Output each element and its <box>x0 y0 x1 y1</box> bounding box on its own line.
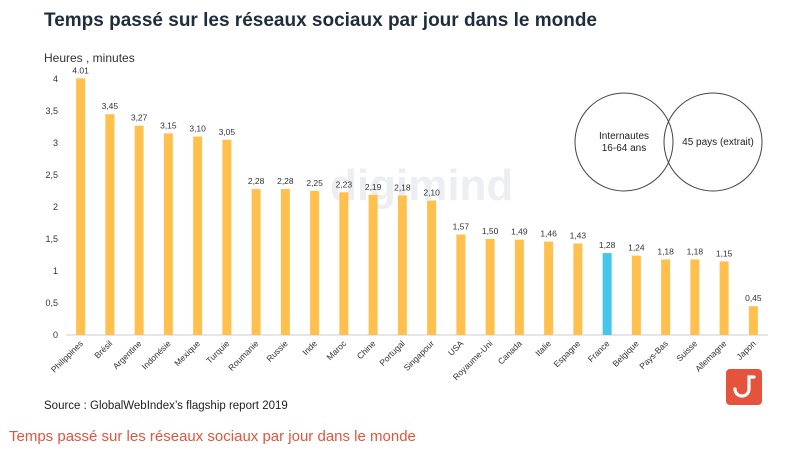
value-label: 3,15 <box>160 120 177 130</box>
bar <box>427 200 437 335</box>
bar <box>661 259 671 335</box>
category-label: Italie <box>533 338 553 358</box>
category-label: Canada <box>496 338 524 366</box>
value-label: 2,25 <box>306 178 323 188</box>
category-label: France <box>586 338 612 364</box>
category-label: Brésil <box>92 338 114 360</box>
value-label: 3,10 <box>189 124 206 134</box>
bar <box>280 189 290 335</box>
category-label: Inde <box>300 338 319 357</box>
value-label: 3,45 <box>102 101 119 111</box>
bar <box>514 239 524 335</box>
category-label: Philippines <box>49 338 85 374</box>
value-label: 1,43 <box>570 230 587 240</box>
bar <box>76 78 86 336</box>
value-label: 2,18 <box>394 182 411 192</box>
value-label: 1,24 <box>628 243 645 253</box>
value-label: 2,28 <box>248 176 265 186</box>
value-label: 2,10 <box>423 188 440 198</box>
chart-title: Temps passé sur les réseaux sociaux par … <box>44 10 597 31</box>
venn-right-text: 45 pays (extrait) <box>682 137 754 148</box>
bar <box>748 306 758 335</box>
bar <box>573 243 583 335</box>
value-label: 2,23 <box>336 179 353 189</box>
bar <box>163 133 173 335</box>
category-label: Japon <box>734 338 758 362</box>
bar <box>134 125 144 335</box>
bar <box>690 259 700 335</box>
venn-left-line2: 16-64 ans <box>602 143 646 154</box>
value-label: 0,45 <box>745 293 762 303</box>
category-label: Chine <box>355 338 378 361</box>
y-tick-label: 0,5 <box>45 298 58 308</box>
logo-glyph-icon <box>733 375 756 398</box>
value-label: 1,49 <box>511 227 528 237</box>
venn-circle-left <box>574 92 674 192</box>
bar <box>368 194 378 335</box>
bar <box>105 114 115 335</box>
category-label: Indonésie <box>140 338 173 371</box>
value-label: 1,50 <box>482 226 499 236</box>
value-label: 1,57 <box>453 222 470 232</box>
bar <box>456 234 466 335</box>
category-label: Maroc <box>325 338 349 362</box>
category-label: Allemagne <box>693 338 729 374</box>
value-label: 3,27 <box>131 113 148 123</box>
y-tick-label: 2 <box>53 202 58 212</box>
bar <box>310 191 320 335</box>
value-label: 1,15 <box>716 248 733 258</box>
bar <box>222 139 232 335</box>
caption: Temps passé sur les réseaux sociaux par … <box>9 428 416 445</box>
bar <box>251 189 261 335</box>
watermark-text: digimind <box>330 161 513 210</box>
value-label: 1,18 <box>657 246 674 256</box>
value-label: 2,28 <box>277 176 294 186</box>
value-label: 2,19 <box>365 182 382 192</box>
bar <box>193 136 203 335</box>
category-label: USA <box>446 338 466 358</box>
value-label: 1,28 <box>599 240 616 250</box>
bar <box>339 192 349 335</box>
value-label: 3,05 <box>219 127 236 137</box>
category-label: Portugal <box>377 338 407 368</box>
category-label: Russie <box>264 338 290 364</box>
category-label: Mexique <box>172 338 202 368</box>
y-tick-label: 3 <box>53 138 58 148</box>
value-label: 1,46 <box>540 229 557 239</box>
value-label: 4.01 <box>72 65 89 75</box>
y-tick-label: 0 <box>53 330 58 340</box>
category-label: Singapour <box>402 338 437 373</box>
y-tick-label: 1,5 <box>45 234 58 244</box>
value-label: 1,18 <box>687 246 704 256</box>
venn-circle-right <box>663 92 763 192</box>
venn-diagram: Internautes 16-64 ans 45 pays (extrait) <box>574 92 763 192</box>
category-label: Turquie <box>204 338 231 365</box>
category-label: Espagne <box>551 338 582 369</box>
category-label: Argentine <box>111 338 144 371</box>
bar <box>544 241 554 335</box>
y-tick-label: 1 <box>53 266 58 276</box>
category-label: Pays-Bas <box>637 338 670 371</box>
digimind-logo <box>726 369 762 405</box>
venn-left-line1: Internautes <box>599 131 649 142</box>
bar <box>631 255 641 335</box>
bar <box>602 253 612 335</box>
bar <box>719 261 729 335</box>
logo-background <box>726 369 762 405</box>
y-tick-label: 2,5 <box>45 170 58 180</box>
y-ticks: 0 0,5 1 1,5 2 2,5 3 3,5 4 <box>45 74 58 340</box>
bar <box>485 239 495 335</box>
category-label: Suisse <box>674 338 699 363</box>
y-tick-label: 3,5 <box>45 106 58 116</box>
y-tick-label: 4 <box>53 74 58 84</box>
source-note: Source : GlobalWebIndex’s flagship repor… <box>44 400 288 412</box>
category-label: Roumanie <box>226 338 261 373</box>
bar <box>397 195 407 335</box>
y-axis-label: Heures , minutes <box>44 51 135 65</box>
